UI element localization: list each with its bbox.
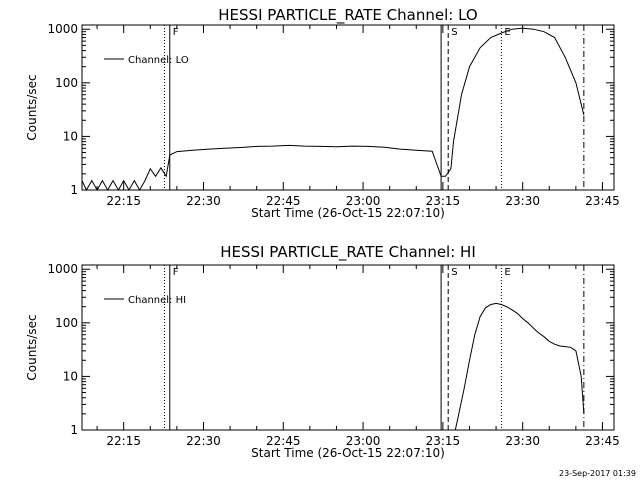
x-tick-label: 22:15: [106, 194, 141, 208]
chart-title: HESSI PARTICLE_RATE Channel: HI: [220, 243, 476, 262]
y-tick-label: 1: [70, 183, 78, 197]
plot-frame: [81, 264, 615, 431]
y-tick-label: 100: [55, 316, 78, 330]
event-marker-label: F: [173, 267, 179, 278]
event-marker-label: E: [504, 267, 510, 278]
x-tick-label: 23:15: [426, 434, 461, 448]
plot-frame: [81, 24, 615, 191]
y-tick-label: 1000: [47, 262, 78, 276]
x-tick-label: 22:30: [186, 194, 221, 208]
x-axis-label: Start Time (26-Oct-15 22:07:10): [251, 446, 445, 460]
y-tick-label: 1: [70, 423, 78, 437]
y-axis-label: Counts/sec: [25, 314, 39, 380]
x-tick-label: 23:15: [426, 194, 461, 208]
x-tick-label: 22:45: [266, 434, 301, 448]
footer-timestamp: 23-Sep-2017 01:39: [559, 469, 636, 478]
series-line: [454, 302, 585, 431]
event-marker-label: E: [504, 27, 510, 38]
y-tick-label: 10: [63, 369, 78, 383]
x-tick-label: 23:45: [585, 434, 620, 448]
chart-panel-1: HESSI PARTICLE_RATE Channel: LO 1 10 100 100…: [25, 6, 620, 220]
x-axis-label: Start Time (26-Oct-15 22:07:10): [251, 206, 445, 220]
y-axis-label: Counts/sec: [25, 74, 39, 140]
x-tick-label: 23:00: [346, 434, 381, 448]
x-tick-label: 23:00: [346, 194, 381, 208]
x-tick-label: 23:30: [505, 194, 540, 208]
x-tick-label: 23:45: [585, 194, 620, 208]
series-line: [81, 27, 585, 192]
chart-title: HESSI PARTICLE_RATE Channel: LO: [218, 6, 477, 25]
event-marker-label: S: [451, 27, 457, 38]
x-tick-label: 22:45: [266, 194, 301, 208]
chart-panel-2: HESSI PARTICLE_RATE Channel: HI 1 10 100 100…: [25, 243, 620, 460]
x-tick-label: 22:15: [106, 434, 141, 448]
event-marker-label: F: [173, 27, 179, 38]
y-tick-label: 1000: [47, 22, 78, 36]
legend-label: Channel: HI: [128, 295, 186, 306]
legend-label: Channel: LO: [128, 55, 189, 66]
x-tick-label: 23:30: [505, 434, 540, 448]
x-tick-label: 22:30: [186, 434, 221, 448]
y-tick-label: 10: [63, 129, 78, 143]
event-marker-label: S: [451, 267, 457, 278]
y-tick-label: 100: [55, 76, 78, 90]
